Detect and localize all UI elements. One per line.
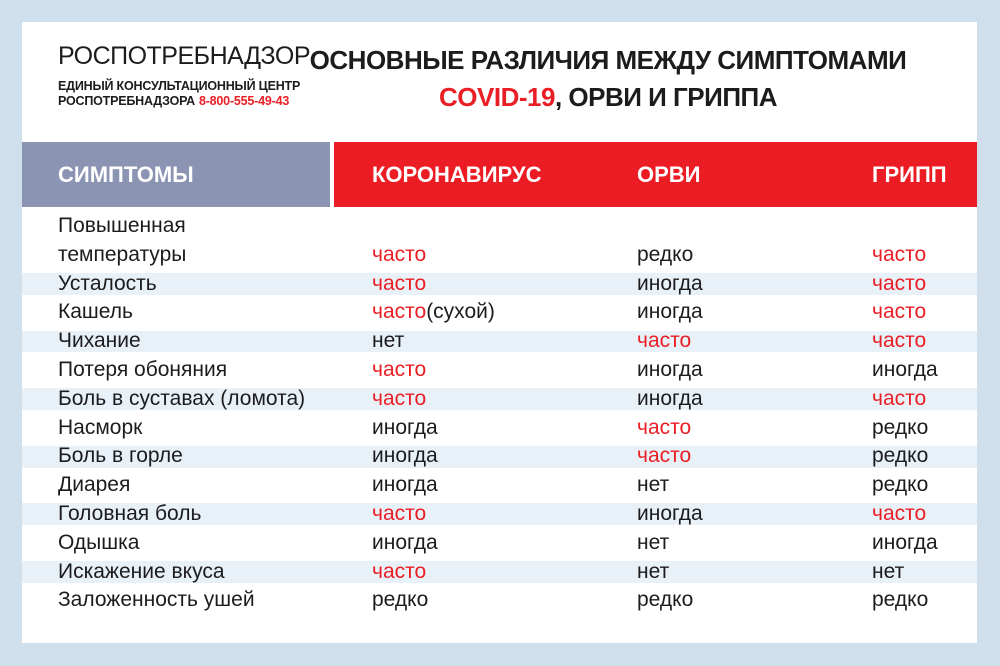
frequency-value: часто bbox=[637, 444, 692, 468]
table-row: Боль в горле иногда часто редко bbox=[22, 442, 977, 471]
frequency-value: часто bbox=[372, 559, 427, 583]
symptom-name: Одышка bbox=[58, 530, 140, 554]
diseases-header-background bbox=[334, 142, 977, 207]
frequency-value: нет bbox=[872, 559, 905, 583]
logo-subtitle: ЕДИНЫЙ КОНСУЛЬТАЦИОННЫЙ ЦЕНТР РОСПОТРЕБН… bbox=[58, 79, 310, 109]
frequency-value: часто bbox=[372, 242, 427, 266]
page-title: ОСНОВНЫЕ РАЗЛИЧИЯ МЕЖДУ СИМПТОМАМИ COVID… bbox=[302, 42, 914, 116]
table-row: Заложенность ушей редко редко редко bbox=[22, 586, 977, 615]
frequency-value: часто bbox=[372, 501, 427, 525]
logo-subtitle-line2: РОСПОТРЕБНАДЗОРА 8-800-555-49-43 bbox=[58, 94, 310, 109]
frequency-value: иногда bbox=[872, 357, 938, 381]
symptom-name: Повышенная температуры bbox=[58, 214, 187, 266]
frequency-value: иногда bbox=[372, 473, 438, 497]
frequency-value: редко bbox=[872, 588, 929, 612]
hotline-phone-number: 8-800-555-49-43 bbox=[198, 94, 290, 108]
column-header-flu: ГРИПП bbox=[872, 162, 947, 187]
frequency-value: иногда bbox=[372, 444, 438, 468]
logo-subtitle-org: РОСПОТРЕБНАДЗОРА bbox=[58, 94, 195, 108]
frequency-value: часто bbox=[372, 357, 427, 381]
table-row: Искажение вкуса часто нет нет bbox=[22, 558, 977, 587]
frequency-value: иногда bbox=[872, 530, 938, 554]
frequency-value: иногда bbox=[637, 501, 703, 525]
table-row: Кашель часто(сухой) иногда часто bbox=[22, 298, 977, 327]
symptom-name: Чихание bbox=[58, 329, 141, 353]
symptom-name: Боль в горле bbox=[58, 444, 183, 468]
frequency-value: часто bbox=[872, 501, 927, 525]
column-header-orvi: ОРВИ bbox=[637, 162, 701, 187]
logo-title: РОСПОТРЕБНАДЗОР bbox=[58, 42, 311, 70]
frequency-value: часто bbox=[872, 271, 927, 295]
frequency-value: часто bbox=[872, 300, 927, 324]
table-row: Диарея иногда нет редко bbox=[22, 471, 977, 500]
symptoms-header-background bbox=[22, 142, 330, 207]
rospotrebnadzor-logo: РОСПОТРЕБНАДЗОР ЕДИНЫЙ КОНСУЛЬТАЦИОННЫЙ … bbox=[58, 42, 311, 109]
frequency-value: редко bbox=[372, 588, 429, 612]
table-row: Головная боль часто иногда часто bbox=[22, 500, 977, 529]
frequency-value: нет bbox=[637, 530, 670, 554]
covid-19-label: COVID-19 bbox=[439, 82, 555, 112]
poster-card: РОСПОТРЕБНАДЗОР ЕДИНЫЙ КОНСУЛЬТАЦИОННЫЙ … bbox=[22, 22, 977, 643]
frequency-value: часто(сухой) bbox=[372, 300, 495, 324]
frequency-value: иногда bbox=[372, 415, 438, 439]
table-row: Насморк иногда часто редко bbox=[22, 414, 977, 443]
table-row: Одышка иногда нет иногда bbox=[22, 529, 977, 558]
frequency-value: иногда bbox=[637, 386, 703, 410]
symptom-name: Потеря обоняния bbox=[58, 357, 228, 381]
frequency-value: редко bbox=[872, 444, 929, 468]
frequency-value: иногда bbox=[637, 357, 703, 381]
table-header-band: СИМПТОМЫ КОРОНАВИРУС ОРВИ ГРИПП bbox=[22, 142, 977, 207]
page-title-line1: ОСНОВНЫЕ РАЗЛИЧИЯ МЕЖДУ СИМПТОМАМИ bbox=[309, 45, 907, 75]
page-title-line2-rest: , ОРВИ И ГРИППА bbox=[554, 82, 778, 112]
frequency-value: иногда bbox=[637, 300, 703, 324]
frequency-value: часто bbox=[637, 329, 692, 353]
frequency-value: нет bbox=[372, 329, 405, 353]
symptom-name: Заложенность ушей bbox=[58, 588, 255, 612]
frequency-value: редко bbox=[637, 588, 694, 612]
frequency-value: иногда bbox=[372, 530, 438, 554]
frequency-value: редко bbox=[872, 473, 929, 497]
frequency-value: часто bbox=[872, 329, 927, 353]
table-row: Усталость часто иногда часто bbox=[22, 270, 977, 299]
frequency-value: часто bbox=[872, 242, 927, 266]
frequency-value: нет bbox=[637, 473, 670, 497]
symptom-name: Боль в суставах (ломота) bbox=[58, 386, 306, 410]
column-header-symptoms: СИМПТОМЫ bbox=[58, 162, 194, 187]
symptom-name: Усталость bbox=[58, 271, 157, 295]
frequency-value: редко bbox=[637, 242, 694, 266]
frequency-value: часто bbox=[372, 271, 427, 295]
symptom-name: Диарея bbox=[58, 473, 131, 497]
frequency-value: часто bbox=[872, 386, 927, 410]
table-row: Потеря обоняния часто иногда иногда bbox=[22, 356, 977, 385]
frequency-value: нет bbox=[637, 559, 670, 583]
symptom-name: Кашель bbox=[58, 300, 133, 324]
table-row: Боль в суставах (ломота) часто иногда часто bbox=[22, 385, 977, 414]
frequency-value: часто bbox=[637, 415, 692, 439]
symptom-name: Насморк bbox=[58, 415, 143, 439]
symptom-table-body: Повышенная температуры часто редко часто Уста… bbox=[22, 212, 977, 615]
symptom-name: Головная боль bbox=[58, 501, 202, 525]
symptom-name: Искажение вкуса bbox=[58, 559, 225, 583]
table-row: Повышенная температуры часто редко часто bbox=[22, 212, 977, 270]
frequency-value: иногда bbox=[637, 271, 703, 295]
frequency-value: редко bbox=[872, 415, 929, 439]
frequency-value: часто bbox=[372, 386, 427, 410]
logo-subtitle-line1: ЕДИНЫЙ КОНСУЛЬТАЦИОННЫЙ ЦЕНТР bbox=[58, 79, 301, 93]
page-title-line2: COVID-19, ОРВИ И ГРИППА bbox=[302, 79, 914, 116]
table-row: Чихание нет часто часто bbox=[22, 327, 977, 356]
column-header-coronavirus: КОРОНАВИРУС bbox=[372, 162, 542, 187]
